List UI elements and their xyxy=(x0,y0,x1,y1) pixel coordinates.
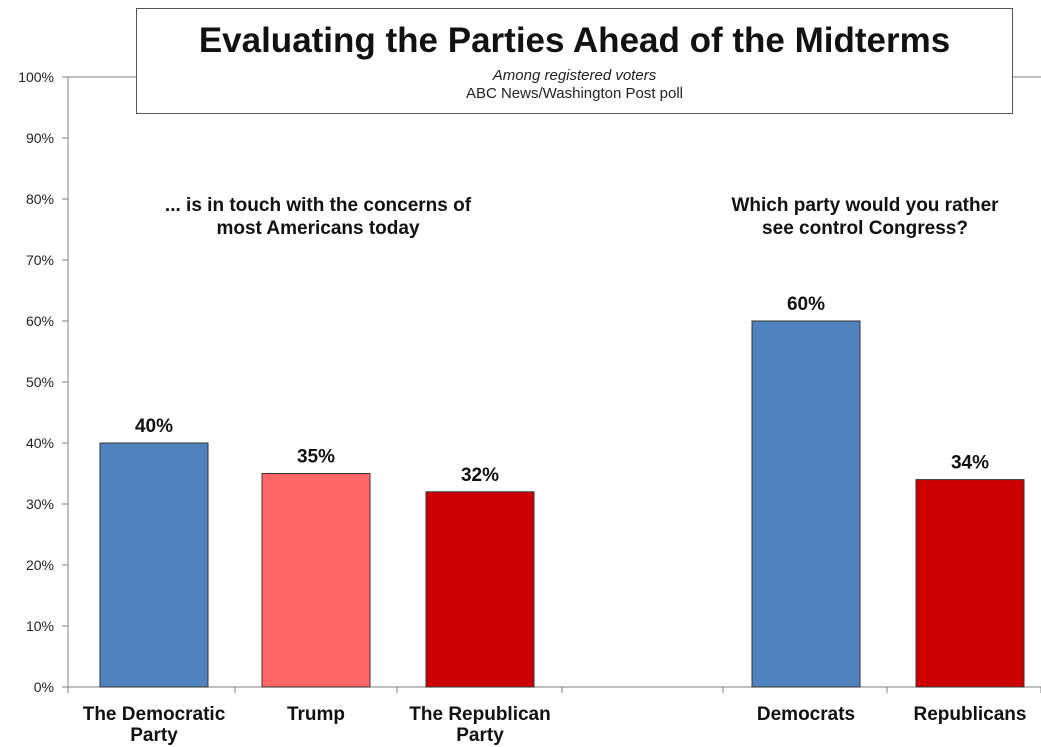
chart-subtitle: Among registered voters xyxy=(492,67,657,84)
chart-title: Evaluating the Parties Ahead of the Midt… xyxy=(198,21,951,60)
category-label: Party xyxy=(456,725,504,746)
y-tick-label: 50% xyxy=(26,374,54,390)
bar xyxy=(751,320,861,688)
group-title-line: ... is in touch with the concerns of xyxy=(164,195,472,216)
category-label: Party xyxy=(130,725,178,746)
category-label: Democrats xyxy=(757,704,855,725)
y-tick-label: 90% xyxy=(26,130,54,146)
y-tick-label: 10% xyxy=(26,618,54,634)
data-label: 35% xyxy=(297,447,335,468)
group-title-line: Which party would you rather xyxy=(731,195,999,216)
group-title-line: see control Congress? xyxy=(762,218,968,239)
y-tick-label: 100% xyxy=(18,69,54,85)
data-label: 34% xyxy=(951,453,989,474)
data-label: 60% xyxy=(787,294,825,315)
y-tick-label: 20% xyxy=(26,557,54,573)
bar xyxy=(915,479,1025,688)
data-label: 40% xyxy=(135,416,173,437)
group-title-congress: Which party would you rather see control… xyxy=(731,194,998,240)
bar xyxy=(425,491,535,688)
category-label: Trump xyxy=(287,704,345,725)
data-label: 32% xyxy=(461,465,499,486)
bar xyxy=(261,473,371,688)
y-tick-label: 40% xyxy=(26,435,54,451)
category-label: Republicans xyxy=(914,704,1027,725)
bar xyxy=(99,442,209,688)
category-label: The Democratic xyxy=(83,704,226,725)
y-tick-label: 0% xyxy=(34,679,54,695)
chart-source: ABC News/Washington Post poll xyxy=(465,85,684,102)
category-label: The Republican xyxy=(409,704,550,725)
y-tick-label: 70% xyxy=(26,252,54,268)
bars xyxy=(99,320,1025,688)
group-title-in-touch: ... is in touch with the concerns of mos… xyxy=(165,194,471,240)
y-tick-label: 30% xyxy=(26,496,54,512)
title-box: Evaluating the Parties Ahead of the Midt… xyxy=(136,8,1013,114)
group-title-line: most Americans today xyxy=(216,218,420,239)
y-tick-label: 80% xyxy=(26,191,54,207)
y-tick-label: 60% xyxy=(26,313,54,329)
